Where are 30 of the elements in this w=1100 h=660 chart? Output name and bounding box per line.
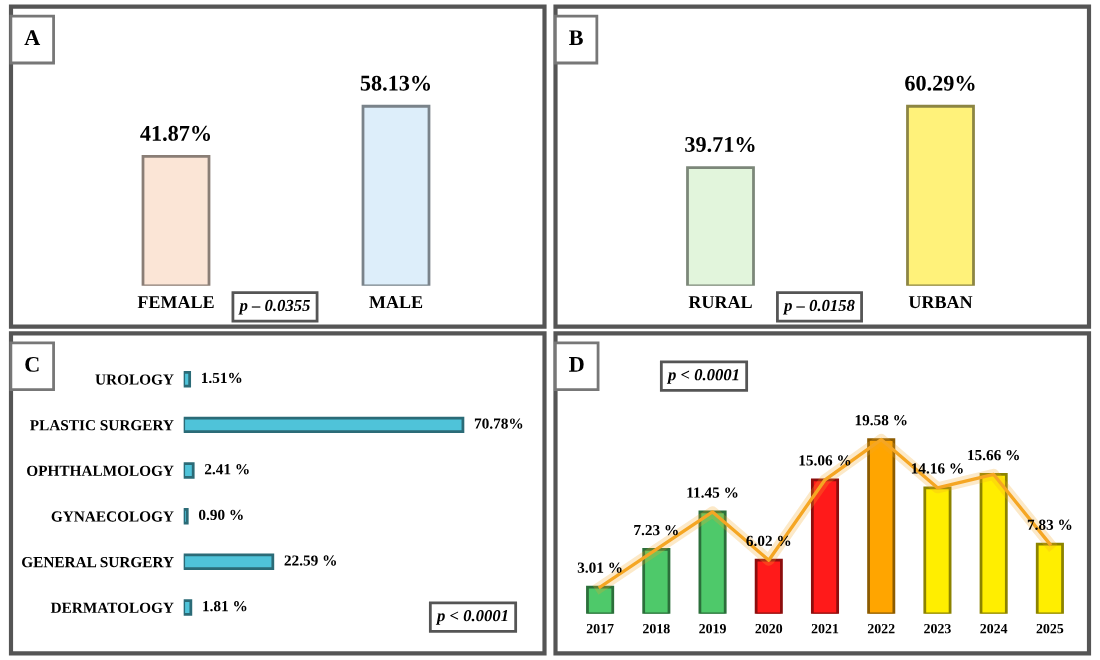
x-tick-label: MALE: [369, 296, 423, 309]
x-tick-label: FEMALE: [137, 296, 214, 309]
annotation: p < 0.0001: [435, 610, 508, 625]
bar: [183, 370, 192, 388]
data-label: 58.13%: [360, 75, 431, 91]
bar: [183, 553, 275, 571]
chart-title: C: [25, 356, 39, 372]
text: p < 0.0001: [666, 369, 739, 384]
bar: [183, 462, 195, 479]
bar: [1035, 542, 1064, 614]
bar: [586, 585, 615, 614]
data-label: 41.87%: [140, 125, 211, 141]
text: p – 0.0158: [782, 299, 855, 315]
x-tick-label: URBAN: [908, 296, 973, 309]
bar: [810, 478, 840, 614]
bar: [642, 548, 671, 614]
bar: [867, 438, 896, 614]
bar: [183, 416, 465, 434]
bar: [923, 486, 952, 614]
data-label: 39.71%: [685, 136, 755, 153]
bar: [698, 510, 727, 614]
chart-title: A: [24, 30, 41, 45]
chart-title: B: [569, 30, 583, 46]
bar: [183, 599, 193, 616]
bar: [754, 558, 783, 614]
chart-title: D: [569, 357, 584, 372]
text: p – 0.0355: [238, 299, 310, 315]
data-label: 60.29%: [905, 75, 975, 91]
x-tick-label: RURAL: [688, 296, 752, 309]
bar: [979, 473, 1008, 614]
